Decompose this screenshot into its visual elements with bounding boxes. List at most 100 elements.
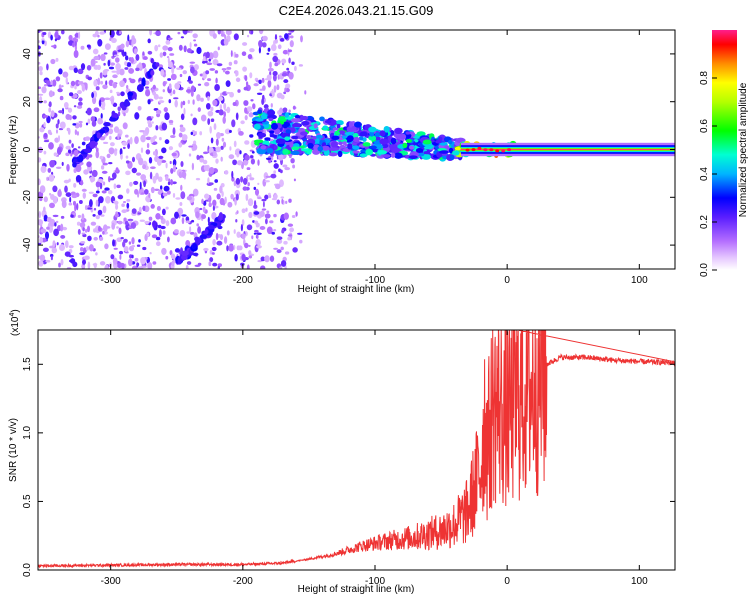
spectrogram-cell [448, 147, 454, 154]
spectrogram-cell [81, 265, 86, 268]
spectrogram-cell [211, 211, 217, 220]
spectrogram-cell [273, 160, 277, 163]
spectrogram-cell [260, 265, 266, 269]
spectrogram-cell [164, 139, 170, 145]
spectrogram-cell [203, 55, 206, 61]
spectrogram-cell [272, 74, 277, 82]
spectrogram-cell [50, 79, 53, 87]
y-tick-label: 0.0 [22, 563, 33, 577]
spectrogram-cell [236, 231, 241, 238]
spectrogram-cell [147, 99, 151, 105]
spectrogram-cell [292, 105, 296, 110]
spectrogram-cell [110, 37, 117, 43]
spectrogram-cell [136, 262, 139, 268]
spectrogram-cell [48, 174, 55, 182]
spectrogram-cell [72, 123, 77, 126]
spectrogram-cell [44, 231, 50, 240]
spectrogram-cell [83, 148, 91, 153]
spectrogram-cell [109, 117, 117, 122]
spectrogram-cell [193, 43, 198, 47]
spectrogram-cell [235, 218, 238, 223]
spectrogram-cell [391, 147, 401, 154]
snr-y-axis-label: SNR (10 * v/v) [8, 418, 19, 482]
spectrogram-cell [280, 94, 285, 100]
spectrogram-cell [97, 77, 101, 86]
spectrogram-cell [181, 214, 187, 217]
spectrogram-cell [41, 86, 47, 94]
spectrogram-cell [249, 48, 255, 53]
spectrogram-cell [272, 55, 279, 63]
spectrogram-cell [212, 150, 217, 157]
spectrogram-cell [131, 237, 135, 245]
spectrogram-cell [126, 188, 130, 194]
spectrogram-cell [103, 52, 108, 55]
spectrogram-cell [112, 257, 118, 265]
spectrogram-cell [149, 171, 153, 180]
spectrogram-cell [288, 198, 292, 203]
spectrogram-cell [197, 226, 202, 234]
spectrogram-cell [58, 262, 61, 268]
spectrogram-cell [92, 96, 97, 105]
spectrogram-cell [193, 39, 196, 42]
spectrogram-cell [158, 96, 164, 100]
spectrogram-cell [226, 66, 232, 70]
spectrogram-cell [79, 247, 84, 252]
spectrogram-cell [216, 240, 223, 246]
spectrogram-cell [291, 215, 296, 218]
spectrogram-cell [141, 192, 145, 195]
spectrogram-cell [247, 53, 253, 60]
spectrogram-cell [264, 180, 270, 183]
spectrogram-cell [44, 40, 47, 47]
spectrogram-cell [255, 232, 262, 235]
spectrogram-cell [284, 167, 291, 171]
spectrogram-cell [104, 243, 109, 250]
spectrogram-cell [43, 196, 48, 203]
spectrogram-cell [97, 209, 103, 216]
spectrogram-cell [43, 140, 50, 143]
spectrogram-cell [130, 57, 135, 64]
spectrogram-cell [51, 45, 56, 48]
spectrogram-cell [208, 167, 215, 175]
spectrogram-cell [183, 107, 186, 116]
spectrogram-cell [74, 204, 77, 212]
spectrogram-cell [186, 261, 192, 265]
spectrogram-cell [129, 136, 133, 145]
spectrogram-cell [329, 130, 336, 134]
spectrogram-cell [127, 143, 131, 149]
spectrogram-cell [289, 40, 294, 48]
spectrogram-cell [382, 154, 391, 158]
spectrogram-cell [56, 242, 59, 246]
spectrogram-cell [109, 142, 115, 147]
spectrogram-cell [156, 158, 162, 166]
spectrogram-cell [233, 180, 237, 187]
spectrogram-cell [55, 129, 59, 134]
spectrogram-cell [99, 261, 106, 266]
spectrogram-cell [131, 245, 136, 248]
spectrogram-cell [46, 216, 52, 223]
spectrogram-cell [151, 121, 154, 124]
spectrogram-cell [123, 112, 126, 117]
spectrogram-cell [43, 122, 46, 128]
spectrogram-cell [103, 122, 111, 127]
spectrogram-cell [273, 194, 278, 199]
spectrogram-cell [284, 112, 290, 118]
spectrogram-cell [200, 97, 204, 102]
spectrogram-cell [186, 231, 191, 234]
spectrogram-cell [72, 93, 78, 99]
spectrogram-cell [165, 220, 170, 227]
spectrogram-cell [96, 132, 101, 139]
spectrogram-cell [93, 207, 97, 211]
spectrogram-cell [214, 70, 219, 74]
spectrogram-cell [61, 85, 64, 88]
spectrogram-cell [208, 202, 212, 208]
spectrogram-cell [282, 49, 289, 55]
spectrogram-cell [150, 57, 154, 64]
spectrogram-cell [244, 75, 248, 82]
spectrogram-cell [82, 227, 85, 232]
spectrogram-cell [131, 37, 137, 45]
spectrogram-cell [55, 123, 59, 129]
spectrogram-cell [76, 156, 83, 163]
x-tick-label: 0 [504, 576, 510, 587]
x-tick-label: -100 [365, 576, 385, 587]
spectrogram-cell [93, 79, 98, 87]
